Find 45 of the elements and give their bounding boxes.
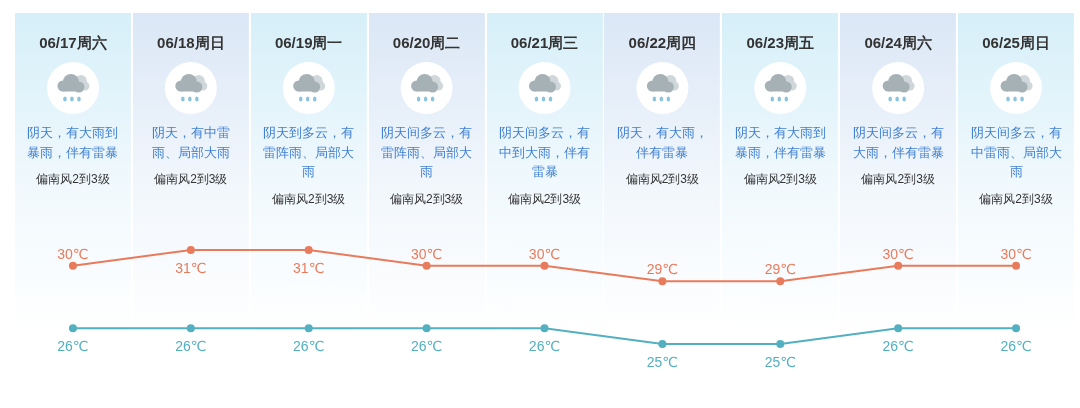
annotation-weather: 阴天间多云，有中到大雨，伴有雷暴 <box>498 124 591 181</box>
annotation-weather: 阴天间多云，有大雨，伴有雷暴 <box>852 124 945 162</box>
data-label: 30℃ <box>410 245 443 262</box>
annotation-weather: 阴天，有大雨，伴有雷暴 <box>616 124 709 162</box>
annotation-wind: 偏南风2到3级 <box>36 171 110 188</box>
data-label: 30℃ <box>1000 245 1032 262</box>
data-label: 26℃ <box>1000 338 1032 355</box>
annotation-weather: 阴天到多云，有雷阵雨、局部大雨 <box>262 124 355 181</box>
data-label: 26℃ <box>293 338 325 355</box>
data-label: 30℃ <box>528 245 561 262</box>
data-label: 30℃ <box>57 245 89 262</box>
data-label: 26℃ <box>175 338 207 355</box>
category-label: 06/24周六 <box>864 33 932 51</box>
annotation-wind: 偏南风2到3级 <box>507 190 582 208</box>
data-label: 26℃ <box>57 338 89 355</box>
data-label: 26℃ <box>882 338 914 355</box>
annotation-wind: 偏南风2到3级 <box>272 190 346 208</box>
annotation-weather: 阴天间多云，有雷阵雨、局部大雨 <box>380 124 473 181</box>
data-label: 31℃ <box>175 260 207 276</box>
data-label: 31℃ <box>293 260 325 276</box>
annotation-weather: 阴天，有大雨到暴雨，伴有雷暴 <box>26 124 119 162</box>
data-label: 26℃ <box>410 338 443 355</box>
category-label: 06/18周日 <box>157 33 225 51</box>
annotation-wind: 偏南风2到3级 <box>625 171 700 188</box>
annotation-weather: 阴天，有大雨到暴雨，伴有雷暴 <box>734 124 827 162</box>
category-label: 06/23周五 <box>746 33 815 51</box>
category-label: 06/21周三 <box>510 33 579 51</box>
data-label: 29℃ <box>764 261 796 278</box>
data-label: 25℃ <box>646 354 679 370</box>
category-label: 06/17周六 <box>39 33 107 51</box>
annotation-weather: 阴天，有中雷雨、局部大雨 <box>150 124 231 162</box>
annotation-wind: 偏南风2到3级 <box>861 171 935 188</box>
data-label: 25℃ <box>764 354 796 370</box>
annotation-wind: 偏南风2到3级 <box>979 190 1053 208</box>
annotation-weather: 阴天间多云，有中雷雨、局部大雨 <box>970 124 1063 181</box>
category-label: 06/25周日 <box>982 33 1050 51</box>
annotation-wind: 偏南风2到3级 <box>389 190 464 208</box>
data-label: 26℃ <box>528 338 561 355</box>
data-label: 30℃ <box>882 245 914 262</box>
data-label: 29℃ <box>646 261 679 278</box>
category-label: 06/19周一 <box>274 33 343 51</box>
annotation-wind: 偏南风2到3级 <box>154 171 228 188</box>
category-label: 06/22周四 <box>628 33 697 51</box>
annotation-wind: 偏南风2到3级 <box>743 171 817 188</box>
category-label: 06/20周二 <box>392 33 461 51</box>
